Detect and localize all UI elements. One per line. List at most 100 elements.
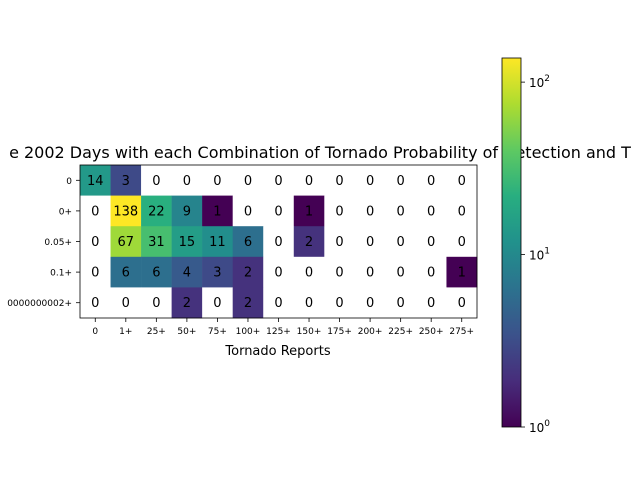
cell-value-label: 0: [366, 204, 374, 219]
heatmap-cell: [446, 256, 478, 288]
cell-value-label: 0: [305, 174, 313, 189]
cell-value-label: 0: [458, 174, 466, 189]
heatmap-cell: [293, 287, 325, 319]
heatmap-cell: [232, 226, 264, 258]
y-tick-label: 0+: [59, 207, 72, 217]
heatmap-cell: [354, 165, 386, 196]
x-tick-label: 100+: [236, 327, 261, 337]
cell-value-label: 0: [335, 174, 343, 189]
heatmap-cell: [446, 226, 478, 258]
cell-value-label: 0: [397, 235, 405, 250]
heatmap-cell: [80, 226, 111, 258]
heatmap-cell: [385, 165, 417, 196]
cell-value-label: 11: [209, 235, 226, 250]
chart-title: e 2002 Days with each Combination of Tor…: [9, 143, 631, 162]
cell-value-label: 1: [305, 204, 313, 219]
heatmap-cell: [446, 195, 478, 227]
heatmap-cell: [354, 287, 386, 319]
x-tick-label: 125+: [266, 327, 291, 337]
heatmap-cell: [293, 226, 325, 258]
cell-value-label: 0: [397, 204, 405, 219]
cell-value-label: 15: [179, 235, 196, 250]
cell-value-label: 0: [152, 174, 160, 189]
heatmap-cell: [232, 287, 264, 319]
y-tick-label: 0000000002+: [7, 299, 72, 309]
cell-value-label: 0: [397, 266, 405, 281]
x-tick-label: 0: [92, 327, 98, 337]
heatmap-cell: [354, 256, 386, 288]
cell-value-label: 0: [91, 235, 99, 250]
heatmap-cell: [202, 226, 233, 258]
cell-value-label: 0: [335, 266, 343, 281]
heatmap-cell: [110, 165, 142, 196]
cell-value-label: 3: [213, 266, 221, 281]
cell-value-label: 3: [122, 174, 130, 189]
heatmap-cell: [263, 226, 295, 258]
cell-value-label: 0: [122, 296, 130, 311]
heatmap-cell: [385, 195, 417, 227]
cell-value-label: 4: [183, 266, 191, 281]
heatmap-cell: [141, 226, 172, 258]
heatmap-cell: [110, 287, 142, 319]
heatmap-cell: [141, 256, 172, 288]
x-tick-label: 175+: [327, 327, 352, 337]
colorbar: [501, 57, 522, 428]
cell-value-label: 31: [148, 235, 165, 250]
cell-value-label: 0: [427, 235, 435, 250]
cell-value-label: 0: [427, 174, 435, 189]
cell-value-label: 0: [213, 174, 221, 189]
heatmap-cell: [202, 195, 233, 227]
cell-value-label: 0: [397, 174, 405, 189]
cell-value-label: 0: [335, 235, 343, 250]
heatmap-cell: [385, 256, 417, 288]
heatmap-cell: [171, 165, 203, 196]
y-tick-label: 0.05+: [44, 238, 72, 248]
cell-value-label: 0: [274, 296, 282, 311]
cell-value-label: 0: [427, 204, 435, 219]
cell-value-label: 14: [87, 174, 104, 189]
cell-value-label: 0: [427, 266, 435, 281]
cell-value-label: 0: [274, 204, 282, 219]
cell-value-label: 6: [122, 266, 130, 281]
heatmap-cell: [80, 256, 111, 288]
colorbar-tick-label: 102: [529, 74, 550, 90]
heatmap-cell: [415, 226, 447, 258]
heatmap-cell: [446, 165, 478, 196]
cell-value-label: 0: [366, 174, 374, 189]
cell-value-label: 0: [183, 174, 191, 189]
cell-value-label: 0: [458, 296, 466, 311]
heatmap-cell: [110, 226, 142, 258]
heatmap-cell: [415, 287, 447, 319]
cell-value-label: 0: [335, 204, 343, 219]
cell-value-label: 0: [91, 266, 99, 281]
heatmap-cell: [171, 287, 203, 319]
x-tick-label: 75+: [208, 327, 227, 337]
heatmap-cell: [263, 287, 295, 319]
cell-value-label: 2: [305, 235, 313, 250]
cell-value-label: 1: [213, 204, 221, 219]
heatmap-cell: [202, 256, 233, 288]
cell-value-label: 2: [244, 296, 252, 311]
cell-value-labels: 14 3 0 0 0 0 0 0 0 0 0 0 00 138 22 9 1 0 0 1 0 0 0 0 00 67 31 15 11 6…: [87, 174, 466, 311]
cell-value-label: 0: [305, 266, 313, 281]
x-tick-label: 150+: [297, 327, 322, 337]
cell-value-label: 6: [152, 266, 160, 281]
x-tick-label: 275+: [449, 327, 474, 337]
heatmap-cell: [415, 195, 447, 227]
x-tick-label: 225+: [388, 327, 413, 337]
heatmap-cell: [80, 165, 111, 196]
heatmap-cell: [110, 195, 142, 227]
heatmap-cell: [232, 256, 264, 288]
heatmap-cell: [293, 165, 325, 196]
heatmap-cell: [80, 195, 111, 227]
x-axis-label: Tornado Reports: [224, 344, 330, 359]
heatmap-cell: [324, 287, 356, 319]
colorbar-ticks: 100 101 102: [521, 74, 550, 435]
cell-value-label: 0: [213, 296, 221, 311]
heatmap-cell: [415, 165, 447, 196]
cell-value-label: 2: [244, 266, 252, 281]
y-tick-label: 0.1+: [50, 269, 72, 279]
heatmap-cell: [354, 195, 386, 227]
cell-value-label: 0: [274, 266, 282, 281]
